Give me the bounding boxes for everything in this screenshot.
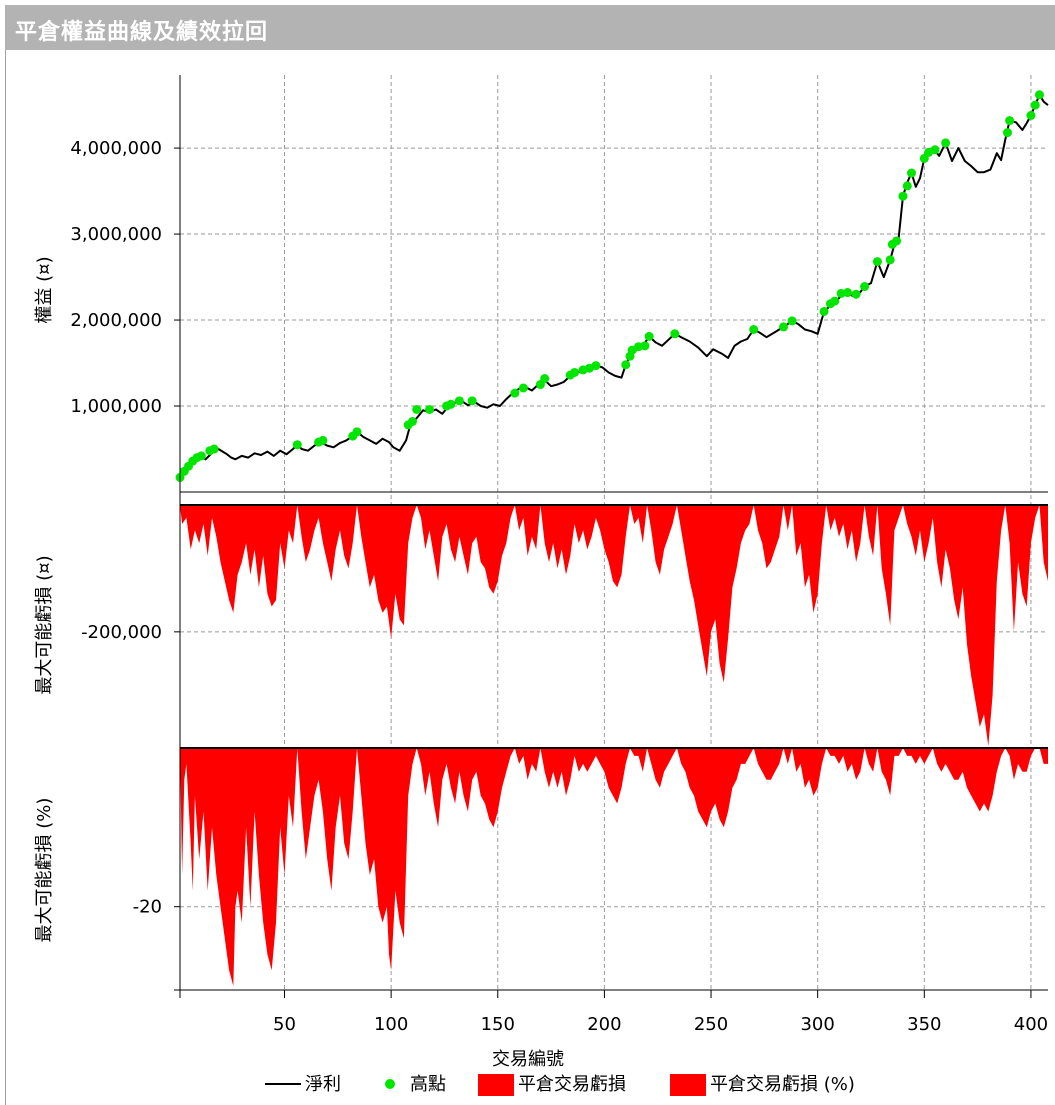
high-point-marker [1030, 100, 1040, 110]
legend-dot-swatch [385, 1079, 395, 1089]
high-point-marker [1005, 116, 1015, 126]
high-point-marker [621, 360, 631, 370]
high-point-marker [292, 440, 302, 450]
high-point-marker [407, 416, 417, 426]
legend-label: 淨利 [305, 1074, 341, 1095]
high-point-marker [830, 296, 840, 306]
high-point-marker [425, 404, 435, 414]
high-point-marker [644, 331, 654, 341]
high-point-marker [454, 396, 464, 406]
high-point-marker [892, 236, 902, 246]
label-layer: 50 100 150 200 250 300 350 400 1,000,000 2,000,00… [34, 138, 1048, 1070]
x-tick-label: 300 [800, 1014, 834, 1035]
x-tick-label: 400 [1014, 1014, 1048, 1035]
x-tick-label: 200 [587, 1014, 621, 1035]
legend-label: 高點 [410, 1074, 446, 1095]
y-axis-label: 最大可能虧損 (%) [34, 798, 55, 943]
high-point-marker [412, 404, 422, 414]
high-point-marker [446, 399, 456, 409]
x-axis-label: 交易編號 [492, 1049, 564, 1070]
high-point-marker [209, 444, 219, 454]
high-point-marker [1034, 90, 1044, 100]
drawdown-percent-area [180, 748, 1048, 986]
y-tick-label: 1,000,000 [70, 396, 162, 417]
high-point-marker [640, 341, 650, 351]
x-tick-label: 350 [907, 1014, 941, 1035]
y-tick-label: 3,000,000 [70, 224, 162, 245]
axes-layer [174, 75, 1048, 998]
legend: 淨利 高點 平倉交易虧損 平倉交易虧損 (%) [265, 1074, 855, 1096]
high-point-marker [860, 282, 870, 292]
high-point-marker [352, 427, 362, 437]
high-point-marker [1026, 110, 1036, 120]
x-tick-label: 150 [481, 1014, 515, 1035]
high-point-marker [819, 306, 829, 316]
high-point-marker [467, 396, 477, 406]
high-point-marker [779, 322, 789, 332]
drawdown-amount-area [180, 505, 1048, 746]
high-point-marker [1002, 128, 1012, 138]
high-point-marker [591, 361, 601, 371]
y-tick-label: -200,000 [81, 622, 162, 643]
high-point-marker [907, 168, 917, 178]
legend-box-swatch [478, 1074, 514, 1096]
high-point-marker [196, 451, 206, 461]
y-tick-label: -20 [133, 897, 162, 918]
high-point-marker [851, 289, 861, 299]
y-axis-label: 權益 (¤) [34, 256, 55, 323]
high-point-marker [318, 435, 328, 445]
net-profit-line [179, 93, 1049, 478]
high-point-marker [872, 257, 882, 267]
legend-box-swatch [670, 1074, 706, 1096]
legend-label: 平倉交易虧損 [518, 1074, 626, 1095]
window-title: 平倉權益曲線及績效拉回 [15, 20, 269, 45]
high-point-marker [930, 145, 940, 155]
high-point-marker [670, 329, 680, 339]
x-tick-label: 50 [273, 1014, 296, 1035]
high-point-marker [898, 191, 908, 201]
title-bar: 平倉權益曲線及績效拉回 [5, 5, 1055, 50]
high-point-marker [787, 316, 797, 326]
y-axis-label: 最大可能虧損 (¤) [34, 555, 55, 694]
high-point-marker [843, 288, 853, 298]
high-point-marker [570, 367, 580, 377]
high-point-marker [510, 388, 520, 398]
x-tick-label: 250 [694, 1014, 728, 1035]
high-point-marker [885, 255, 895, 265]
y-tick-label: 2,000,000 [70, 310, 162, 331]
data-layer [175, 90, 1049, 986]
high-point-marker [518, 383, 528, 393]
high-point-marker [941, 138, 951, 148]
y-tick-label: 4,000,000 [70, 138, 162, 159]
legend-label: 平倉交易虧損 (%) [710, 1074, 855, 1095]
high-point-marker [749, 324, 759, 334]
x-tick-label: 100 [374, 1014, 408, 1035]
high-point-marker [902, 181, 912, 191]
high-point-marker [540, 374, 550, 384]
